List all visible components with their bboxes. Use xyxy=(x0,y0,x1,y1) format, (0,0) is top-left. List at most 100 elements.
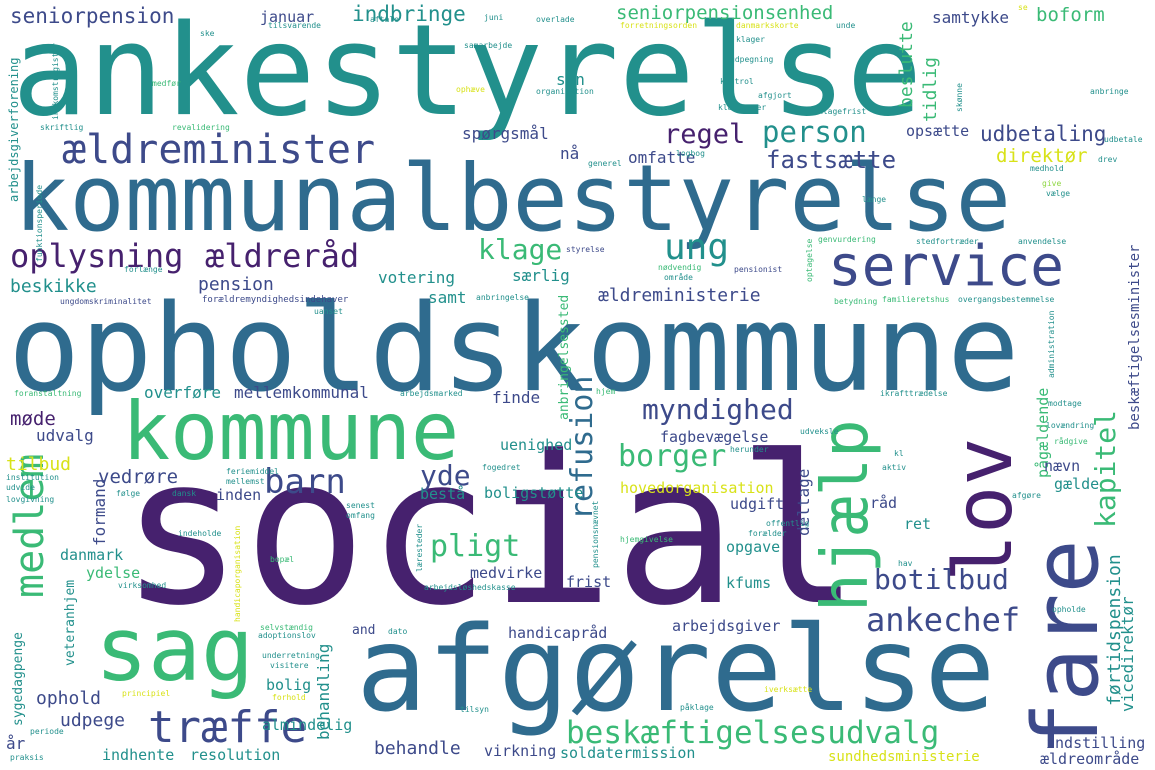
word-afgjort: afgjort xyxy=(758,91,792,100)
word-hjemgivelse: hjemgivelse xyxy=(620,535,673,544)
word-fogedret: fogedret xyxy=(482,463,521,472)
word-folge: følge xyxy=(116,489,141,498)
word-klager: klager xyxy=(736,35,765,44)
word-aftale: aftale xyxy=(370,15,399,24)
word-vicedirektor: vicedirektør xyxy=(1118,596,1137,712)
word-oplysning: oplysning xyxy=(10,237,184,275)
word-afgorelse: afgørelse xyxy=(356,600,996,738)
word-genvurdering: genvurdering xyxy=(818,235,876,244)
word-tilsyn: tilsyn xyxy=(460,705,489,714)
word-visitere: visitere xyxy=(270,661,309,670)
word-regel: regel xyxy=(664,119,746,150)
word-principiel: principiel xyxy=(122,689,171,698)
word-hjaelp: hjælp xyxy=(809,419,883,612)
word-medfor: medfør xyxy=(152,79,181,88)
word-inden: inden xyxy=(216,486,262,504)
word-aeldreministerie: ældreministerie xyxy=(598,285,761,306)
word-and: and xyxy=(352,623,376,638)
word-pensionsnaevnet: pensionsnævnet xyxy=(591,500,600,568)
word-indkomstregister: indkomstregister xyxy=(51,42,60,120)
word-kommune: kommune xyxy=(122,385,460,478)
word-sundhedsministerie: sundhedsministerie xyxy=(828,749,980,765)
word-ankechef: ankechef xyxy=(866,601,1021,639)
word-aktiv: aktiv xyxy=(882,463,907,472)
word-logbog: logbog xyxy=(676,149,705,158)
word-omraade: område xyxy=(664,273,693,282)
word-dansk: dansk xyxy=(172,489,197,498)
word-fagbevaegelse: fagbevægelse xyxy=(660,428,769,446)
word-beslutte: beslutte xyxy=(896,21,917,108)
word-klage: klage xyxy=(478,233,563,266)
word-generel: generel xyxy=(588,159,622,168)
word-samarbejde: samarbejde xyxy=(464,41,513,50)
word-bopael: bopæl xyxy=(270,555,295,564)
word-hjem: hjem xyxy=(596,387,616,396)
word-aeldreraad: ældreråd xyxy=(205,237,360,275)
word-resolution: resolution xyxy=(190,746,281,764)
word-naevn: nævn xyxy=(1044,457,1081,475)
word-seniorpension: seniorpension xyxy=(10,4,175,28)
word-give: give xyxy=(1042,179,1062,188)
word-opgave: opgave xyxy=(726,538,781,556)
word-saerlig: særlig xyxy=(512,266,570,285)
word-herunder: herunder xyxy=(730,445,769,454)
word-udvalg: udvalg xyxy=(36,426,94,445)
word-drev: drev xyxy=(1098,155,1118,164)
word-traeffe: træffe xyxy=(148,702,307,753)
word-anbringelse: anbringelse xyxy=(476,293,529,302)
word-udgift: udgift xyxy=(730,495,785,513)
word-administration: administration xyxy=(1047,310,1056,378)
word-handicapraad: handicapråd xyxy=(508,624,608,642)
word-tidlig: tidlig xyxy=(920,56,941,122)
word-afgore: afgøre xyxy=(1012,491,1041,500)
word-overgangsbestemmelse: overgangsbestemmelse xyxy=(958,295,1055,304)
word-overfore: overføre xyxy=(144,383,222,402)
word-raadgive: rådgive xyxy=(1054,437,1088,446)
word-institution: institution xyxy=(6,473,59,482)
word-ungdomskriminalitet: ungdomskriminalitet xyxy=(60,297,152,306)
word-aeldreminister: ældreminister xyxy=(62,127,376,173)
word-vedrore: vedrøre xyxy=(98,466,179,488)
word-feriemiddel: feriemiddel xyxy=(226,467,279,476)
word-kapitel: kapitel xyxy=(1089,409,1122,528)
word-made: møde xyxy=(10,408,56,430)
word-foraelder: forælder xyxy=(748,529,787,538)
word-styrelse: styrelse xyxy=(566,245,605,254)
word-nodvendig: nødvendig xyxy=(658,263,702,272)
word-virkning: virkning xyxy=(484,742,557,760)
word-opheve: ophæve xyxy=(456,85,485,94)
word-ankestyrelse: ankestyrelse xyxy=(12,0,923,144)
word-myndighed: myndighed xyxy=(642,393,794,426)
word-veteranhjem: veteranhjem xyxy=(63,579,78,666)
word-offentlig: offentlig xyxy=(766,519,810,528)
word-tilbud: tilbud xyxy=(6,454,72,475)
word-foraeldremyndighedsindehaver: forældremyndighedsindehaver xyxy=(202,295,349,305)
word-laenge: længe xyxy=(862,195,887,204)
word-udveksle: udveksle xyxy=(800,427,839,436)
word-naa: nå xyxy=(560,144,580,163)
word-forhold: forhold xyxy=(272,693,306,702)
word-optagelse: optagelse xyxy=(805,238,814,282)
word-arbejdsmarked: arbejdsmarked xyxy=(400,389,463,398)
word-lov: lov xyxy=(937,437,1030,583)
word-formand: formand xyxy=(90,478,109,546)
word-underretning: underretning xyxy=(262,651,320,660)
word-anbringelsessted: anbringelsessted xyxy=(557,294,572,420)
word-udpege: udpege xyxy=(60,710,126,731)
word-stedfortraeder: stedfortræder xyxy=(916,237,979,246)
word-anvendelse: anvendelse xyxy=(1018,237,1067,246)
word-skriftlig: skriftlig xyxy=(40,123,84,132)
word-adoptionslov: adoptionslov xyxy=(258,631,316,640)
word-iverksaette: iverksætte xyxy=(764,685,813,694)
word-opholde: opholde xyxy=(1052,605,1086,614)
word-udvide: udvide xyxy=(6,483,35,492)
word-funktionsperiode: funktionsperiode xyxy=(35,184,44,262)
word-sin: sin xyxy=(556,70,585,89)
word-barn: barn xyxy=(264,462,346,502)
word-vaelge: vælge xyxy=(1046,189,1071,198)
word-sygedagpenge: sygedagpenge xyxy=(11,632,26,726)
word-paaklage: påklage xyxy=(680,703,714,712)
word-familieretshus: familieretshus xyxy=(882,295,950,304)
word-omfatte: omfatte xyxy=(628,148,696,167)
word-fastsaette: fastsætte xyxy=(766,146,897,174)
